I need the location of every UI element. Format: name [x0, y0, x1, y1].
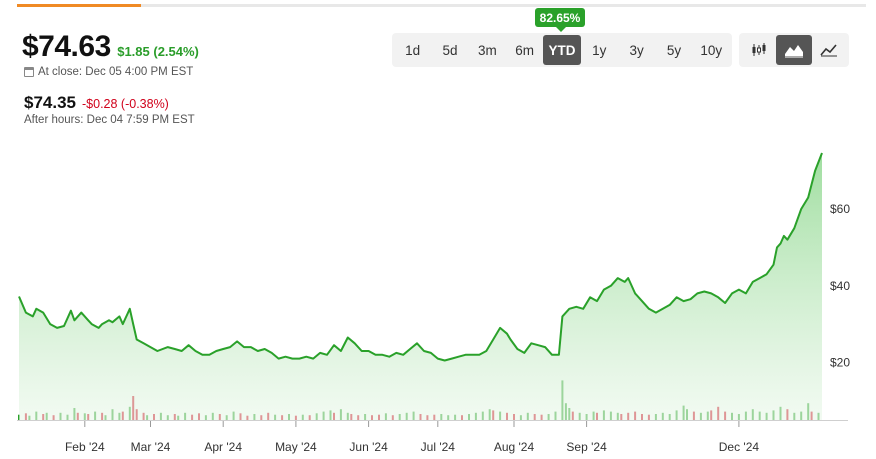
close-info: At close: Dec 05 4:00 PM EST — [24, 66, 193, 78]
after-hours-price-row: $74.35 -$0.28 (-0.38%) — [24, 93, 169, 113]
x-tick-label: Feb '24 — [65, 440, 105, 454]
calendar-icon — [24, 67, 34, 77]
price-area — [19, 153, 822, 420]
price-line — [18, 152, 823, 362]
range-button-3y[interactable]: 3y — [629, 42, 644, 58]
chart-type-line-button[interactable] — [812, 35, 847, 65]
x-tick-label: Apr '24 — [204, 440, 242, 454]
range-button-ytd[interactable]: YTD — [543, 35, 581, 65]
x-tick-label: Jul '24 — [421, 440, 456, 454]
close-label: At close: Dec 05 4:00 PM EST — [38, 66, 194, 78]
range-button-5y[interactable]: 5y — [666, 42, 682, 58]
range-button-3m[interactable]: 3m — [477, 42, 497, 58]
x-axis: Feb '24 Mar '24 Apr '24 May '24 Jun '24 Jul '… — [17, 420, 848, 454]
price-header: $74.63 $1.85 (2.54%) — [22, 30, 199, 64]
active-section-indicator — [17, 4, 141, 7]
last-price: $74.63 — [22, 30, 111, 63]
x-tick-label: Dec '24 — [719, 440, 760, 454]
y-tick-label: $20 — [830, 356, 850, 370]
range-button-5d[interactable]: 5d — [442, 42, 458, 58]
x-tick-label: May '24 — [275, 440, 317, 454]
chart-type-candlestick-button[interactable] — [741, 35, 776, 65]
x-tick-label: Jun '24 — [349, 440, 388, 454]
after-hours-price: $74.35 — [24, 93, 76, 112]
top-rule — [17, 4, 866, 7]
chart-type-selector — [739, 33, 849, 67]
range-button-1d[interactable]: 1d — [405, 42, 421, 58]
range-button-10y[interactable]: 10y — [700, 42, 723, 58]
line-chart-icon — [820, 44, 838, 57]
y-axis: $20 $40 $60 — [830, 202, 850, 370]
price-change: $1.85 (2.54%) — [117, 44, 199, 59]
x-tick-label: Aug '24 — [494, 440, 535, 454]
range-button-6m[interactable]: 6m — [515, 42, 535, 58]
x-tick-label: Sep '24 — [566, 440, 607, 454]
chart-type-mountain-button[interactable] — [776, 35, 812, 65]
mountain-chart-icon — [784, 45, 803, 58]
time-range-selector: 1d 5d 3m 6m YTD 1y 3y 5y 10y — [392, 33, 732, 67]
after-hours-label: After hours: Dec 04 7:59 PM EST — [24, 114, 195, 126]
candlestick-icon — [752, 43, 766, 56]
after-hours-change: -$0.28 (-0.38%) — [82, 97, 169, 111]
y-tick-label: $60 — [830, 202, 850, 216]
period-return-badge: 82.65% — [535, 8, 585, 32]
x-tick-label: Mar '24 — [131, 440, 171, 454]
y-tick-label: $40 — [830, 279, 850, 293]
range-button-1y[interactable]: 1y — [592, 42, 607, 58]
